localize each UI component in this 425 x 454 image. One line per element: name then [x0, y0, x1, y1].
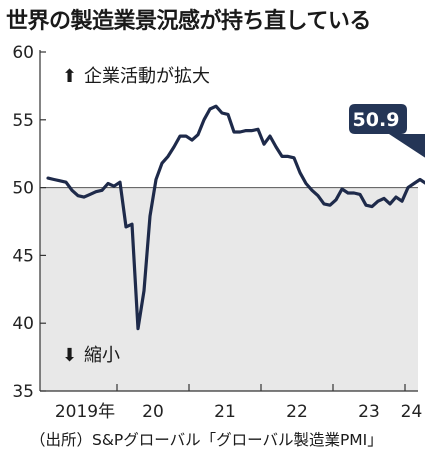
y-tick-label: 45 — [12, 246, 34, 266]
source-note: （出所）S&Pグローバル「グローバル製造業PMI」 — [30, 431, 383, 449]
up-arrow-icon: ⬆ — [62, 66, 77, 87]
y-tick-label: 60 — [12, 43, 34, 63]
contraction-annotation: 縮小 — [84, 345, 120, 366]
x-tick-label: 21 — [214, 402, 236, 422]
down-arrow-icon: ⬇ — [62, 345, 77, 366]
y-tick-label: 40 — [12, 314, 34, 334]
axes: 35 40 45 50 55 60 2019年 20 21 22 23 24 — [12, 43, 422, 422]
series-layer — [46, 104, 425, 331]
x-tick-label: 20 — [142, 402, 164, 422]
x-tick-label: 2019年 — [55, 402, 115, 422]
contraction-area — [40, 187, 418, 391]
latest-value-callout: 50.9 — [349, 104, 425, 158]
y-tick-label: 55 — [12, 111, 34, 131]
expansion-annotation: 企業活動が拡大 — [84, 66, 210, 87]
y-tick-label: 50 — [12, 179, 34, 199]
chart-title: 世界の製造業景況感が持ち直している — [6, 9, 371, 34]
callout-bubble — [349, 104, 425, 158]
x-tick-label: 22 — [286, 402, 308, 422]
x-tick-label: 23 — [358, 402, 380, 422]
callout-value: 50.9 — [353, 109, 400, 131]
pmi-series-line — [46, 104, 425, 331]
x-tick-label: 24 — [401, 402, 423, 422]
y-tick-label: 35 — [12, 382, 34, 402]
